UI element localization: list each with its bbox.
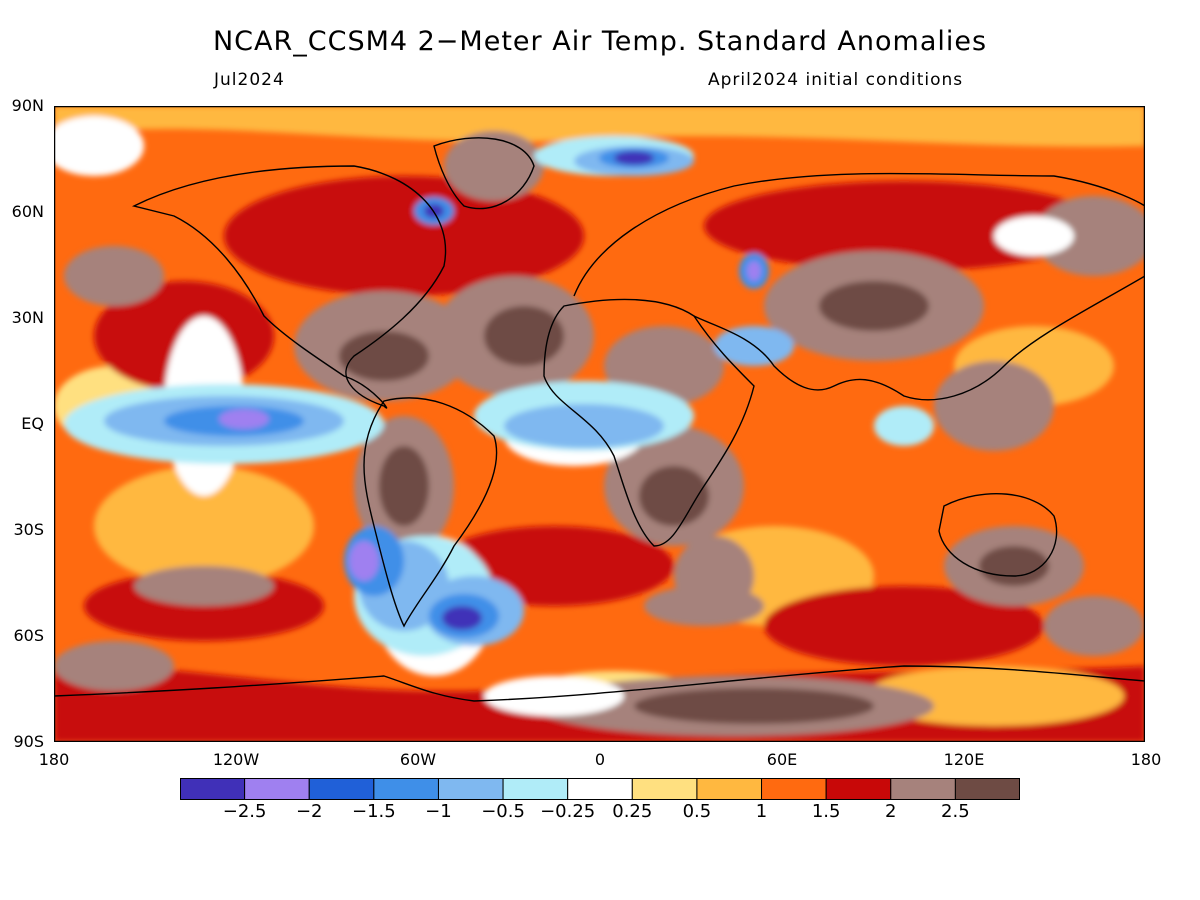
legend-swatch bbox=[631, 778, 698, 800]
map-title: NCAR_CCSM4 2−Meter Air Temp. Standard An… bbox=[212, 26, 988, 57]
north-america-outline bbox=[131, 165, 447, 409]
legend-tick-label: 2.5 bbox=[941, 801, 970, 822]
legend-tick-label: −2.5 bbox=[222, 801, 267, 822]
lat-label-60n: 60N bbox=[11, 202, 44, 221]
lon-label-120e: 120E bbox=[943, 750, 985, 769]
lat-label-eq: EQ bbox=[21, 414, 44, 433]
lat-label-30n: 30N bbox=[11, 308, 44, 327]
legend-swatch bbox=[502, 778, 569, 800]
legend-tick-label: −2 bbox=[295, 801, 323, 822]
lon-label-180e: 180 bbox=[1130, 750, 1162, 769]
lon-label-60w: 60W bbox=[399, 750, 437, 769]
lon-label-60e: 60E bbox=[766, 750, 798, 769]
coastlines bbox=[54, 137, 1145, 702]
map-frame bbox=[54, 106, 1145, 742]
valid-month-label: Jul2024 bbox=[214, 70, 285, 90]
legend-frame bbox=[180, 778, 1020, 800]
lat-label-30s: 30S bbox=[13, 520, 44, 539]
antarctica-outline bbox=[54, 665, 1145, 702]
north-pole-warm-band bbox=[54, 106, 1145, 147]
legend-swatch bbox=[954, 778, 1020, 800]
legend-swatch bbox=[308, 778, 375, 800]
lon-label-180w: 180 bbox=[38, 750, 70, 769]
initial-conditions-label: April2024 initial conditions bbox=[708, 70, 964, 90]
greenland-outline bbox=[433, 137, 535, 210]
legend-tick-label: 2 bbox=[885, 801, 897, 822]
lon-label-120w: 120W bbox=[212, 750, 260, 769]
lat-label-90s: 90S bbox=[13, 732, 44, 751]
legend-swatch bbox=[890, 778, 956, 800]
legend-tick-label: 0.5 bbox=[682, 801, 712, 822]
anomaly-field bbox=[54, 106, 1145, 742]
legend-swatch bbox=[825, 778, 892, 800]
lat-label-60s: 60S bbox=[13, 626, 44, 645]
legend-swatch bbox=[567, 778, 633, 800]
legend-tick-label: 1 bbox=[755, 801, 768, 822]
legend-tick-label: −1.5 bbox=[351, 801, 396, 822]
australia-outline bbox=[938, 492, 1058, 577]
legend-swatch bbox=[696, 778, 763, 800]
color-legend bbox=[180, 778, 1020, 800]
legend-swatch bbox=[761, 778, 827, 800]
lat-label-90n: 90N bbox=[11, 96, 44, 115]
legend-tick-label: −0.25 bbox=[540, 801, 596, 822]
legend-tick-label: −1 bbox=[425, 801, 452, 822]
eurasia-outline bbox=[573, 172, 1145, 401]
legend-swatches bbox=[180, 778, 1020, 800]
legend-swatch bbox=[244, 778, 310, 800]
lon-label-0: 0 bbox=[594, 750, 606, 769]
legend-swatch bbox=[437, 778, 504, 800]
legend-tick-label: 1.5 bbox=[811, 801, 841, 822]
legend-swatch bbox=[180, 778, 246, 800]
south-america-outline bbox=[363, 397, 498, 628]
anomaly-map bbox=[54, 106, 1145, 742]
legend-swatch bbox=[373, 778, 439, 800]
legend-tick-label: 0.25 bbox=[612, 801, 653, 822]
legend-tick-label: −0.5 bbox=[481, 801, 525, 822]
